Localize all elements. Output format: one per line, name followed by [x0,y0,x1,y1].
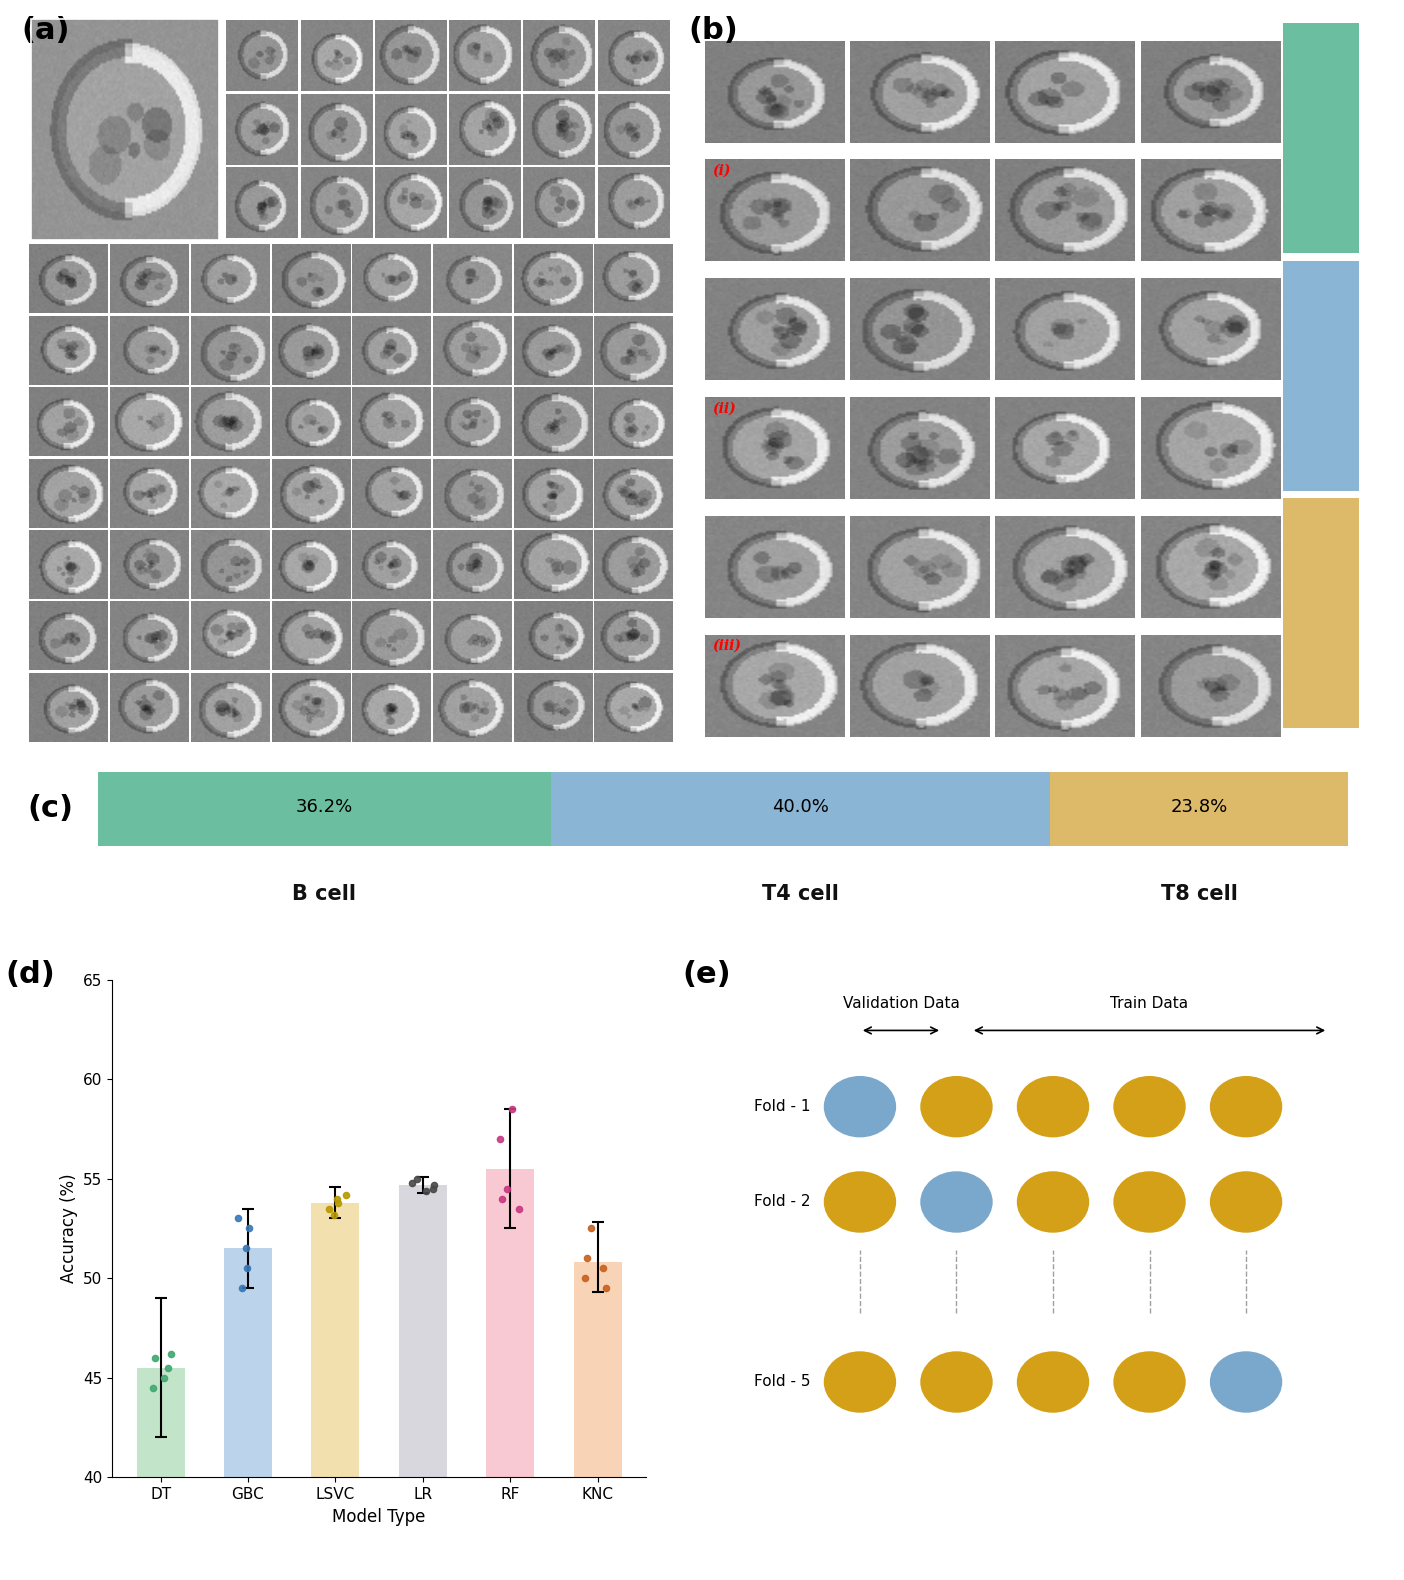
Point [406,1166,428,1191]
Point [153,1365,176,1390]
Text: (ii): (ii) [712,401,736,416]
Point [501,1097,524,1122]
Point [236,1256,258,1281]
Text: 40.0%: 40.0% [772,798,828,817]
Bar [136,1368,185,1477]
Point [234,1236,257,1261]
Point [317,1196,340,1221]
Ellipse shape [920,1076,993,1138]
Ellipse shape [1016,1171,1090,1232]
Ellipse shape [824,1076,896,1138]
Ellipse shape [1016,1351,1090,1413]
Bar [399,1185,446,1477]
Point [326,1187,348,1212]
Point [507,1196,529,1221]
Point [489,1127,511,1152]
Point [237,1217,260,1242]
Text: 36.2%: 36.2% [296,798,352,817]
Ellipse shape [1210,1351,1282,1413]
Bar [486,1169,534,1477]
Point [423,1172,445,1198]
Bar [1283,24,1359,253]
Text: (iii): (iii) [712,638,741,653]
Text: Validation Data: Validation Data [842,997,960,1011]
Text: 23.8%: 23.8% [1171,798,1227,817]
Bar [1283,261,1359,491]
Text: Train Data: Train Data [1111,997,1189,1011]
Point [334,1182,357,1207]
Text: (d): (d) [6,959,55,989]
Text: (i): (i) [712,164,731,179]
Text: Fold - 2: Fold - 2 [754,1194,810,1209]
Ellipse shape [1210,1076,1282,1138]
Bar [225,1248,272,1477]
Text: (e): (e) [682,959,731,989]
Ellipse shape [824,1171,896,1232]
X-axis label: Model Type: Model Type [333,1507,425,1526]
Point [580,1217,602,1242]
Point [142,1375,164,1400]
Text: Fold - 1: Fold - 1 [754,1100,810,1114]
Point [491,1187,514,1212]
Ellipse shape [920,1351,993,1413]
Point [400,1171,423,1196]
Point [145,1345,167,1370]
Bar [98,773,550,845]
Y-axis label: Accuracy (%): Accuracy (%) [59,1174,77,1283]
Bar [550,773,1050,845]
Bar [573,1262,622,1477]
Bar [312,1202,359,1477]
Ellipse shape [1016,1076,1090,1138]
Ellipse shape [1113,1171,1186,1232]
Point [414,1179,437,1204]
Point [496,1176,518,1201]
Point [573,1266,595,1291]
Ellipse shape [1210,1171,1282,1232]
Text: Fold - 5: Fold - 5 [754,1375,810,1389]
Point [232,1275,254,1300]
Ellipse shape [824,1351,896,1413]
Point [576,1245,598,1270]
Text: B cell: B cell [292,885,357,904]
Bar [31,19,219,240]
Bar [1050,773,1348,845]
Point [327,1190,350,1215]
Text: T8 cell: T8 cell [1161,885,1237,904]
Point [227,1206,250,1231]
Text: (a): (a) [21,16,70,44]
Point [323,1202,345,1228]
Point [592,1256,615,1281]
Text: (c): (c) [28,795,74,823]
Point [160,1341,183,1367]
Ellipse shape [1113,1076,1186,1138]
Point [423,1176,445,1201]
Ellipse shape [1113,1351,1186,1413]
Text: T4 cell: T4 cell [762,885,840,904]
Point [157,1356,180,1381]
Bar [1283,498,1359,728]
Ellipse shape [920,1171,993,1232]
Point [595,1275,618,1300]
Text: (b): (b) [688,16,739,44]
